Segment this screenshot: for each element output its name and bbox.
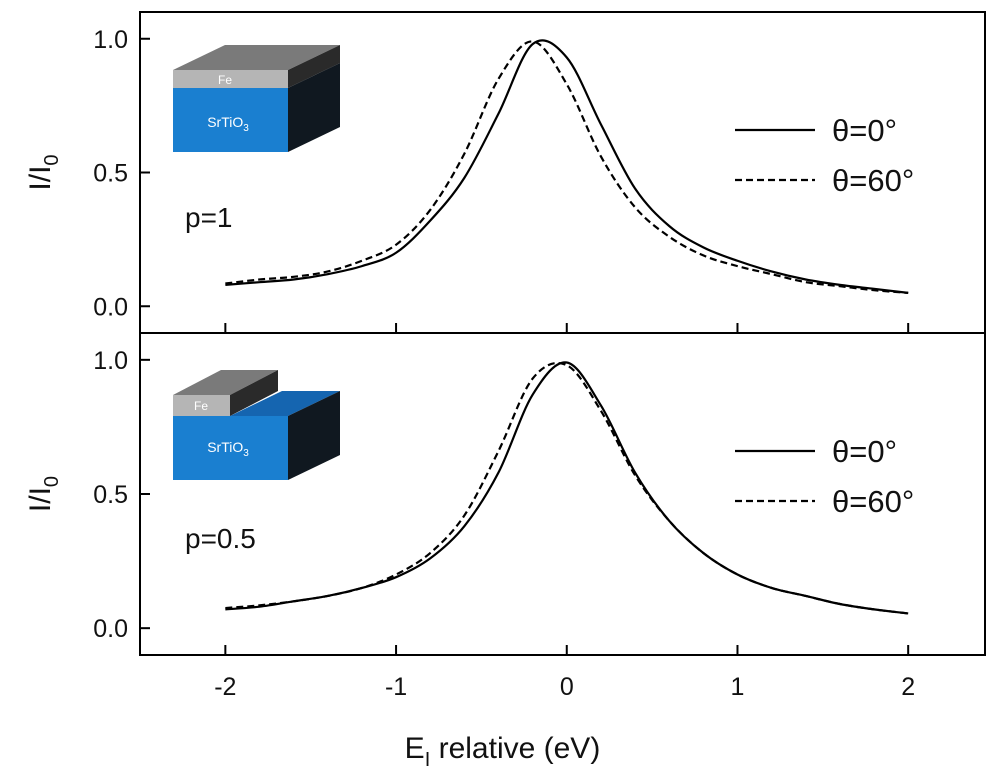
x-tick-label: 1 — [731, 673, 745, 701]
sto-front — [173, 88, 288, 152]
inset-bottom: Fe SrTiO3 — [173, 370, 340, 480]
inset-label-text: SrTiO — [207, 439, 243, 455]
y-tick-label: 1.0 — [93, 26, 128, 54]
sto-side — [288, 391, 340, 480]
inset-label-sub: 3 — [243, 123, 249, 134]
y-axis-label: I/I0 — [24, 154, 63, 190]
annotation: p=1 — [185, 202, 233, 233]
data-line — [225, 40, 909, 294]
inset-label: SrTiO3 — [207, 439, 249, 459]
x-tick-label: -1 — [385, 673, 407, 701]
x-axis-label-rest: relative (eV) — [430, 732, 600, 765]
sto-side — [288, 63, 340, 152]
data-line — [225, 39, 909, 294]
fe-front — [173, 395, 230, 416]
legend-label: θ=60° — [832, 163, 914, 198]
y-axis-label-text: I/I — [24, 487, 57, 512]
x-axis-label: EI relative (eV) — [405, 732, 601, 771]
y-axis-label-sub: 0 — [41, 154, 63, 165]
sto-top — [230, 391, 340, 416]
annotation: p=0.5 — [185, 523, 256, 554]
y-axis-label-text: I/I — [24, 166, 57, 191]
x-axis-label-text: E — [405, 732, 425, 765]
inset-label: SrTiO3 — [207, 114, 249, 134]
data-line — [225, 361, 909, 615]
x-axis-label-sub: I — [425, 749, 431, 771]
fe-side — [230, 370, 278, 416]
x-tick-label: -2 — [214, 673, 236, 701]
x-tick-label: 0 — [560, 673, 574, 701]
inset-top: Fe SrTiO3 — [173, 45, 340, 152]
inset-label-text: SrTiO — [207, 114, 243, 130]
fe-top — [173, 370, 278, 395]
inset-label: Fe — [194, 399, 208, 413]
y-tick-label: 0.5 — [93, 481, 128, 509]
legend-label: θ=0° — [832, 113, 897, 148]
inset-label: Fe — [218, 73, 232, 87]
y-axis-label: I/I0 — [24, 476, 63, 512]
sto-front — [173, 416, 288, 480]
inset-label-sub: 3 — [243, 448, 249, 459]
legend-label: θ=60° — [832, 484, 914, 519]
y-tick-label: 1.0 — [93, 347, 128, 375]
fe-top — [173, 45, 340, 70]
y-axis-label-sub: 0 — [41, 476, 63, 487]
y-tick-label: 0.5 — [93, 160, 128, 188]
fe-side — [288, 45, 340, 88]
x-tick-label: 2 — [901, 673, 915, 701]
fe-front — [173, 70, 288, 88]
y-tick-label: 0.0 — [93, 615, 128, 643]
y-tick-label: 0.0 — [93, 293, 128, 321]
legend-label: θ=0° — [832, 434, 897, 469]
